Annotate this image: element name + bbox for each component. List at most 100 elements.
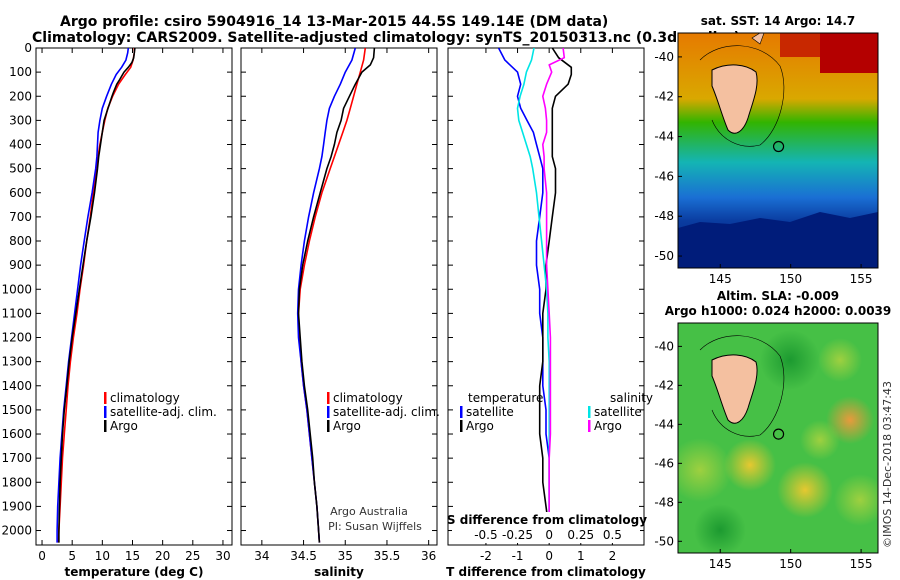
salinity-panel: 34 34.5 35 35.5 36 salinity climatologysatel… bbox=[240, 47, 440, 579]
legend-diff-s-argo-swatch bbox=[588, 420, 591, 432]
sst-warm-region bbox=[820, 33, 878, 73]
difference-xtick-label: -1 bbox=[512, 549, 524, 563]
legend-diff-t-argo-label: Argo bbox=[466, 419, 494, 433]
map-ytick-label: -46 bbox=[654, 456, 674, 470]
temperature-xtick-label: 5 bbox=[68, 549, 76, 563]
sst-cold-region bbox=[678, 212, 878, 268]
map-ytick-label: -48 bbox=[654, 209, 674, 223]
map-xtick-label: 155 bbox=[850, 557, 873, 571]
sst-map: sat. SST: 14 Argo: 14.7 145 150 155 -40 -42 -… bbox=[654, 14, 879, 286]
difference-series-argo-line bbox=[541, 48, 566, 543]
legend-salinity-0-label: climatology bbox=[333, 391, 403, 405]
difference-series-argo-line bbox=[538, 48, 573, 543]
salinity-xlabel: salinity bbox=[314, 565, 364, 579]
altimetry-map: Altim. SLA: -0.009 Argo h1000: 0.024 h20… bbox=[654, 289, 891, 571]
salinity-axes-frame bbox=[240, 47, 438, 546]
temperature-xtick-label: 0 bbox=[38, 549, 46, 563]
sla-blob bbox=[777, 462, 833, 518]
depth-tick-label: 500 bbox=[9, 162, 32, 176]
sst-warm-region-2 bbox=[780, 33, 820, 57]
map-xtick-label: 150 bbox=[779, 272, 802, 286]
legend-temperature-2-label: Argo bbox=[110, 419, 138, 433]
depth-tick-label: 1800 bbox=[1, 475, 32, 489]
s-difference-tick-label: 0.5 bbox=[603, 528, 622, 542]
legend-diff-t-satellite-swatch bbox=[460, 406, 463, 418]
depth-tick-label: 900 bbox=[9, 258, 32, 272]
depth-tick-label: 1400 bbox=[1, 379, 32, 393]
map-ytick-label: -50 bbox=[654, 249, 674, 263]
map-ytick-label: -42 bbox=[654, 378, 674, 392]
temperature-panel: 0 5 10 15 20 25 300100200300400500600700800900… bbox=[1, 41, 233, 579]
s-axis-box bbox=[452, 512, 640, 543]
depth-tick-label: 300 bbox=[9, 113, 32, 127]
map-ytick-label: -40 bbox=[654, 50, 674, 64]
map-ytick-label: -44 bbox=[654, 130, 674, 144]
mainland-land bbox=[751, 33, 765, 45]
map-xtick-label: 150 bbox=[779, 557, 802, 571]
difference-xtick-label: 0 bbox=[545, 549, 553, 563]
difference-xtick-label: 1 bbox=[577, 549, 585, 563]
salinity-xtick-label: 35.5 bbox=[374, 549, 401, 563]
legend-temperature-1-swatch bbox=[104, 406, 107, 418]
legend-salinity-2-label: Argo bbox=[333, 419, 361, 433]
temperature-xtick-label: 30 bbox=[215, 549, 230, 563]
salinity-xtick-label: 34.5 bbox=[290, 549, 317, 563]
salinity-xtick-label: 34 bbox=[254, 549, 269, 563]
map-ytick-label: -48 bbox=[654, 495, 674, 509]
legend-temperature-0-label: climatology bbox=[110, 391, 180, 405]
legend-temperature-0-swatch bbox=[104, 392, 107, 404]
depth-tick-label: 1600 bbox=[1, 427, 32, 441]
s-difference-tick-label: -0.25 bbox=[502, 528, 533, 542]
salinity-xtick-label: 36 bbox=[421, 549, 436, 563]
temperature-series-argo-line bbox=[58, 48, 136, 543]
temperature-xtick-label: 20 bbox=[155, 549, 170, 563]
temperature-xtick-label: 25 bbox=[185, 549, 200, 563]
altimetry-map-frame bbox=[677, 322, 879, 554]
map-ytick-label: -42 bbox=[654, 90, 674, 104]
depth-tick-label: 200 bbox=[9, 89, 32, 103]
sla-bathy-contour bbox=[699, 335, 785, 437]
depth-tick-label: 1500 bbox=[1, 403, 32, 417]
sla-blob bbox=[694, 504, 746, 553]
legend-salinity-1-label: satellite-adj. clim. bbox=[333, 405, 440, 419]
depth-tick-label: 700 bbox=[9, 210, 32, 224]
imos-credit: ©IMOS 14-Dec-2018 03:47:43 bbox=[881, 381, 894, 548]
legend-temperature-2-swatch bbox=[104, 420, 107, 432]
t-difference-label: T difference from climatology bbox=[446, 565, 646, 579]
s-difference-tick-label: 0.25 bbox=[567, 528, 594, 542]
legend-diff-s-satellite-swatch bbox=[588, 406, 591, 418]
argo-location-marker-sst bbox=[772, 140, 785, 153]
legend-salinity-1-swatch bbox=[327, 406, 330, 418]
argo-location-marker-sla bbox=[772, 428, 785, 440]
depth-tick-label: 100 bbox=[9, 65, 32, 79]
legend-salinity-2-swatch bbox=[327, 420, 330, 432]
depth-tick-label: 1700 bbox=[1, 451, 32, 465]
sla-blob bbox=[818, 338, 862, 382]
legend-temperature-1-label: satellite-adj. clim. bbox=[110, 405, 217, 419]
depth-tick-label: 1000 bbox=[1, 282, 32, 296]
temperature-xlabel: temperature (deg C) bbox=[65, 565, 204, 579]
depth-tick-label: 1200 bbox=[1, 331, 32, 345]
map-ytick-label: -44 bbox=[654, 417, 674, 431]
temperature-axes-frame bbox=[35, 47, 233, 546]
altimetry-map-subtitle: Argo h1000: 0.024 h2000: 0.0039 bbox=[665, 304, 892, 318]
map-ytick-label: -50 bbox=[654, 534, 674, 548]
depth-tick-label: 1300 bbox=[1, 355, 32, 369]
sla-blob bbox=[724, 439, 776, 491]
map-xtick-label: 155 bbox=[850, 272, 873, 286]
depth-tick-label: 800 bbox=[9, 234, 32, 248]
sst-map-title: sat. SST: 14 Argo: 14.7 bbox=[701, 14, 855, 28]
map-ytick-label: -40 bbox=[654, 339, 674, 353]
map-ytick-label: -46 bbox=[654, 169, 674, 183]
salinity-series-argo-line bbox=[297, 48, 376, 543]
legend-diff-s-argo-label: Argo bbox=[594, 419, 622, 433]
sla-blob bbox=[800, 420, 840, 460]
s-difference-label: S difference from climatology bbox=[447, 513, 647, 527]
depth-tick-label: 0 bbox=[24, 41, 32, 55]
sst-bathy-contour bbox=[699, 45, 785, 147]
tasmania-land bbox=[711, 64, 758, 134]
depth-tick-label: 1900 bbox=[1, 499, 32, 513]
difference-xtick-label: 2 bbox=[609, 549, 617, 563]
s-difference-tick-label: -0.5 bbox=[474, 528, 497, 542]
